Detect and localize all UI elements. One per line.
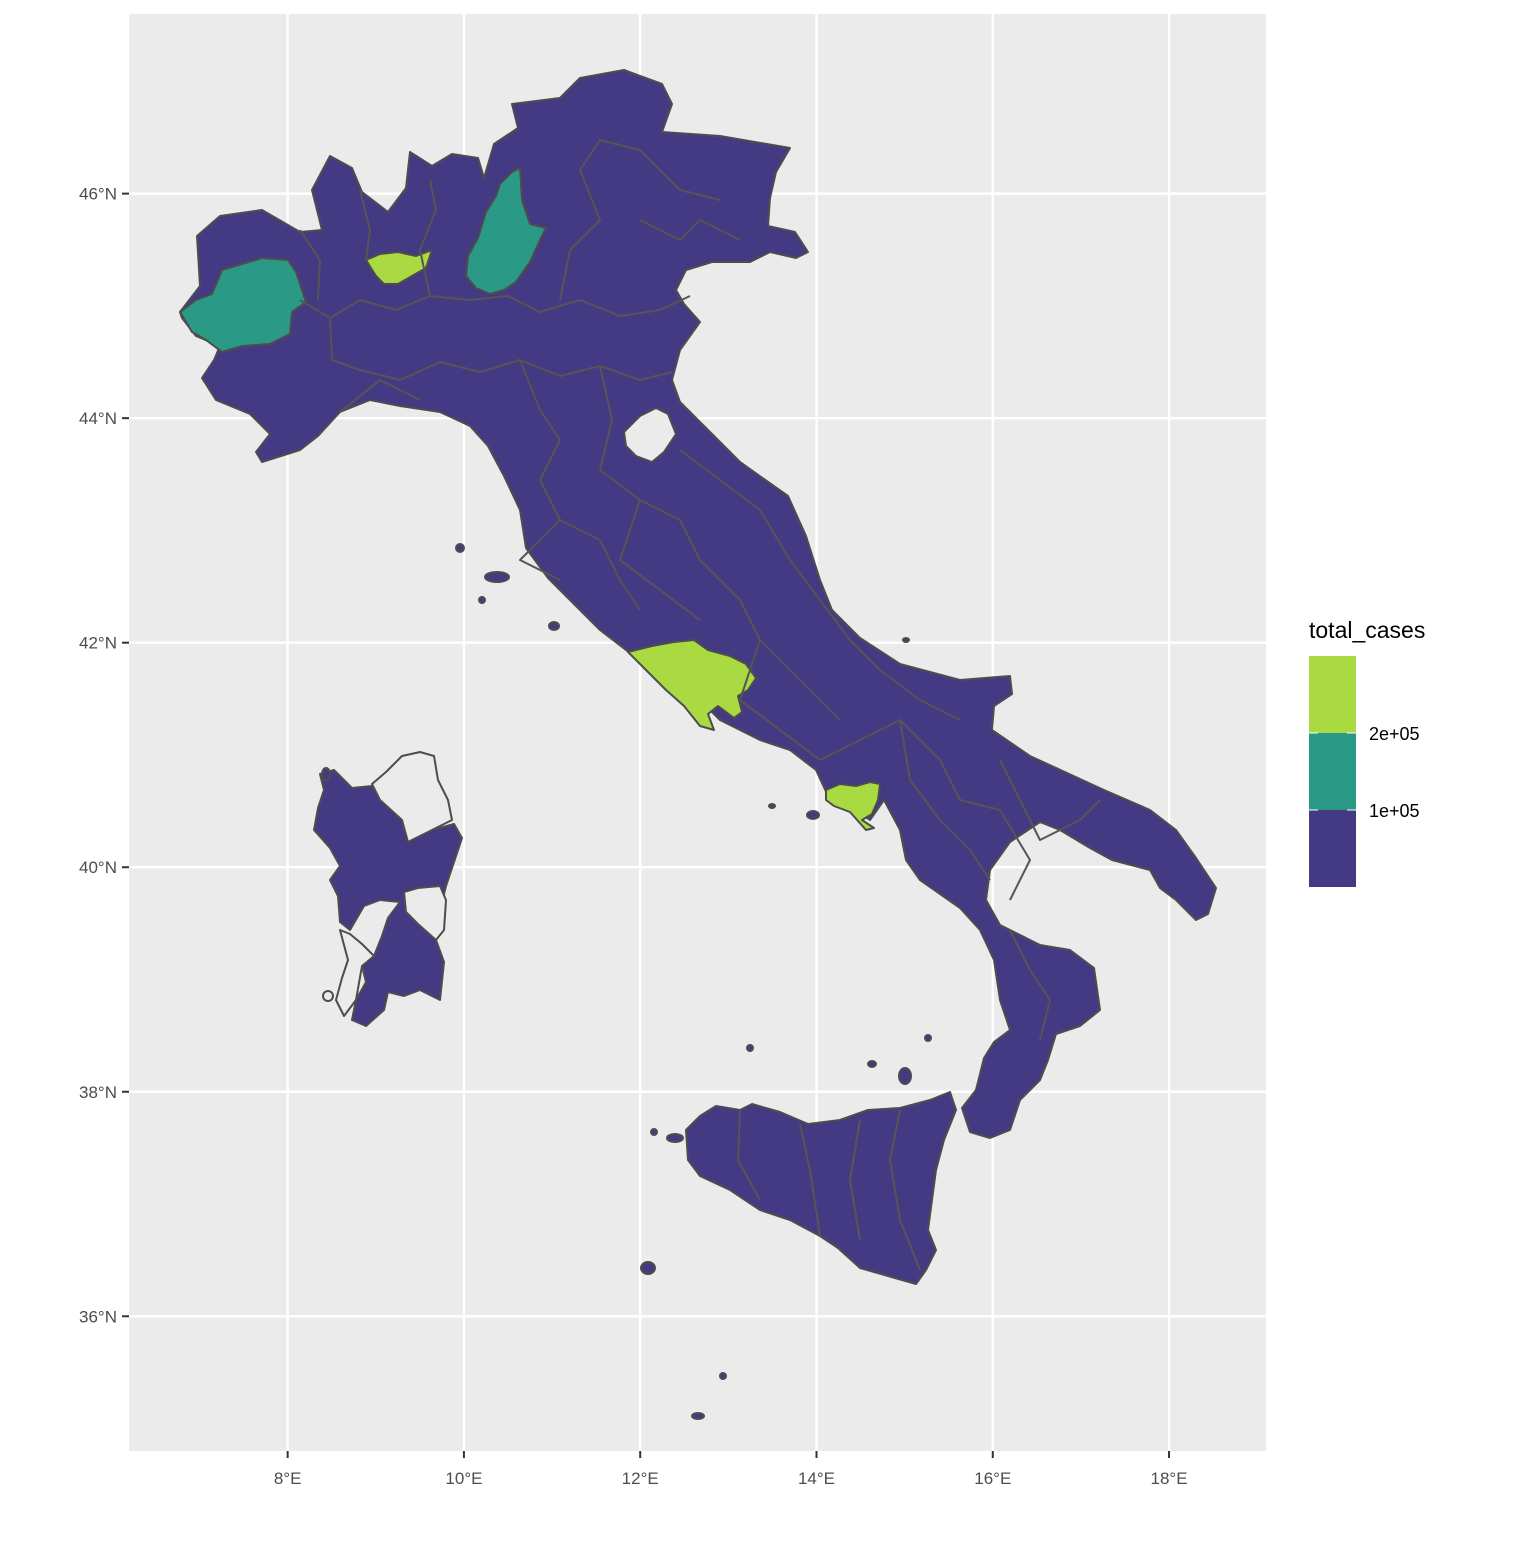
island-egadi	[666, 1133, 684, 1143]
y-tick-label: 38°N	[79, 1083, 117, 1102]
x-tick-label: 18°E	[1151, 1469, 1188, 1488]
sardinia-no-data-west	[335, 929, 375, 1017]
island-san-pietro	[322, 990, 334, 1002]
x-axis-labels: 8°E 10°E 12°E 14°E 16°E 18°E	[274, 1469, 1188, 1488]
italy-landmass	[179, 69, 1217, 1420]
x-tick-label: 12°E	[622, 1469, 659, 1488]
x-tick-label: 14°E	[798, 1469, 835, 1488]
region-rome-area	[627, 639, 757, 731]
y-tick-label: 36°N	[79, 1307, 117, 1326]
legend-label: 2e+05	[1369, 724, 1420, 744]
island-asinara	[321, 767, 331, 781]
y-tick-label: 46°N	[79, 185, 117, 204]
sardinia-no-data-east	[403, 885, 447, 941]
y-tick-label: 42°N	[79, 634, 117, 653]
island-elba	[484, 571, 510, 583]
island-linosa	[719, 1372, 727, 1380]
x-tick-label: 10°E	[445, 1469, 482, 1488]
island-ischia	[806, 810, 820, 820]
legend-title: total_cases	[1309, 617, 1425, 643]
y-tick-label: 44°N	[79, 409, 117, 428]
mainland-italy	[179, 69, 1217, 1139]
sardinia-no-data-north	[371, 751, 453, 843]
region-piedmont-north	[179, 257, 307, 353]
region-milan-area	[365, 249, 433, 285]
legend-swatch-high	[1309, 656, 1356, 733]
island-salina	[867, 1060, 877, 1068]
legend-label: 1e+05	[1369, 801, 1420, 821]
axis-ticks	[122, 192, 1171, 1458]
island-ponza	[768, 803, 776, 809]
island-capraia	[455, 543, 465, 553]
region-bergamo-area	[465, 167, 547, 295]
legend-swatch-low	[1309, 810, 1356, 887]
y-tick-label: 40°N	[79, 858, 117, 877]
island-marettimo	[650, 1128, 658, 1136]
sicily-province-borders	[736, 1109, 921, 1271]
legend: total_cases 2e+05 1e+05	[1309, 617, 1425, 887]
island-pianosa	[478, 596, 486, 604]
island-giglio	[548, 621, 560, 631]
island-ustica	[746, 1044, 754, 1052]
island-stromboli	[924, 1034, 932, 1042]
x-tick-label: 8°E	[274, 1469, 302, 1488]
region-naples-area	[825, 781, 881, 831]
island-lampedusa	[691, 1412, 705, 1420]
legend-swatch-mid	[1309, 733, 1356, 810]
island-lipari	[898, 1067, 912, 1085]
island-tremiti	[902, 637, 910, 643]
san-marino-enclave	[623, 407, 677, 463]
x-tick-label: 16°E	[974, 1469, 1011, 1488]
province-borders	[299, 139, 1101, 1041]
sicily	[685, 1091, 957, 1285]
island-pantelleria	[640, 1261, 656, 1275]
y-axis-labels: 46°N 44°N 42°N 40°N 38°N 36°N	[79, 185, 117, 1327]
